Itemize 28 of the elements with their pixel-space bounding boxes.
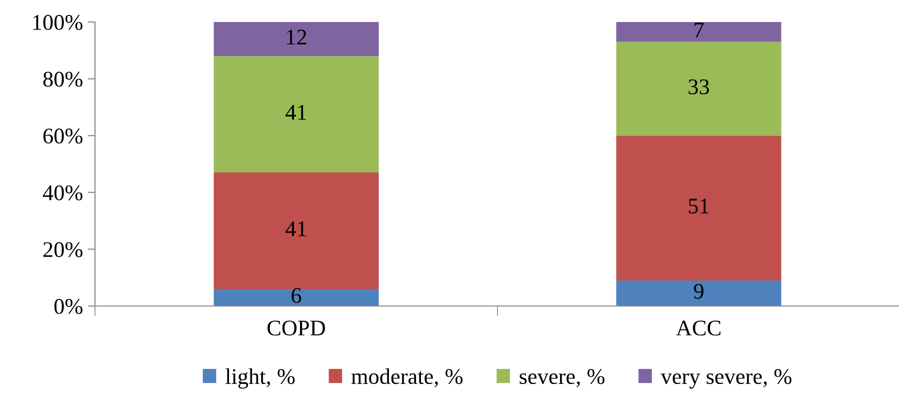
y-tick-label: 80%	[43, 72, 82, 87]
data-label: 6	[292, 288, 302, 304]
y-tick-label: 100%	[33, 14, 82, 30]
y-tick-label: 60%	[43, 128, 82, 144]
x-tick-label: ACC	[676, 320, 720, 336]
y-tick-label: 20%	[43, 242, 82, 258]
bar	[616, 136, 782, 280]
bar	[214, 22, 379, 56]
bar	[214, 172, 379, 289]
legend-label: light, %	[225, 368, 295, 389]
legend-label: very severe, %	[660, 369, 792, 389]
data-label: 41	[286, 104, 306, 120]
data-label: 7	[694, 22, 704, 38]
legend-label: severe, %	[520, 369, 604, 388]
data-label: 51	[688, 198, 709, 214]
y-tick-label: 40%	[42, 185, 82, 200]
data-label: 9	[694, 284, 704, 299]
x-tick-label: COPD	[268, 320, 325, 336]
bar	[214, 288, 379, 306]
y-tick-label: 0%	[54, 298, 82, 314]
bar	[616, 42, 782, 136]
legend-label: moderate, %	[351, 368, 463, 388]
bar	[214, 56, 379, 173]
bar	[616, 22, 782, 42]
data-label: 33	[688, 79, 709, 94]
data-label: 41	[286, 221, 306, 236]
bar	[616, 280, 782, 306]
data-label: 12	[287, 30, 306, 44]
